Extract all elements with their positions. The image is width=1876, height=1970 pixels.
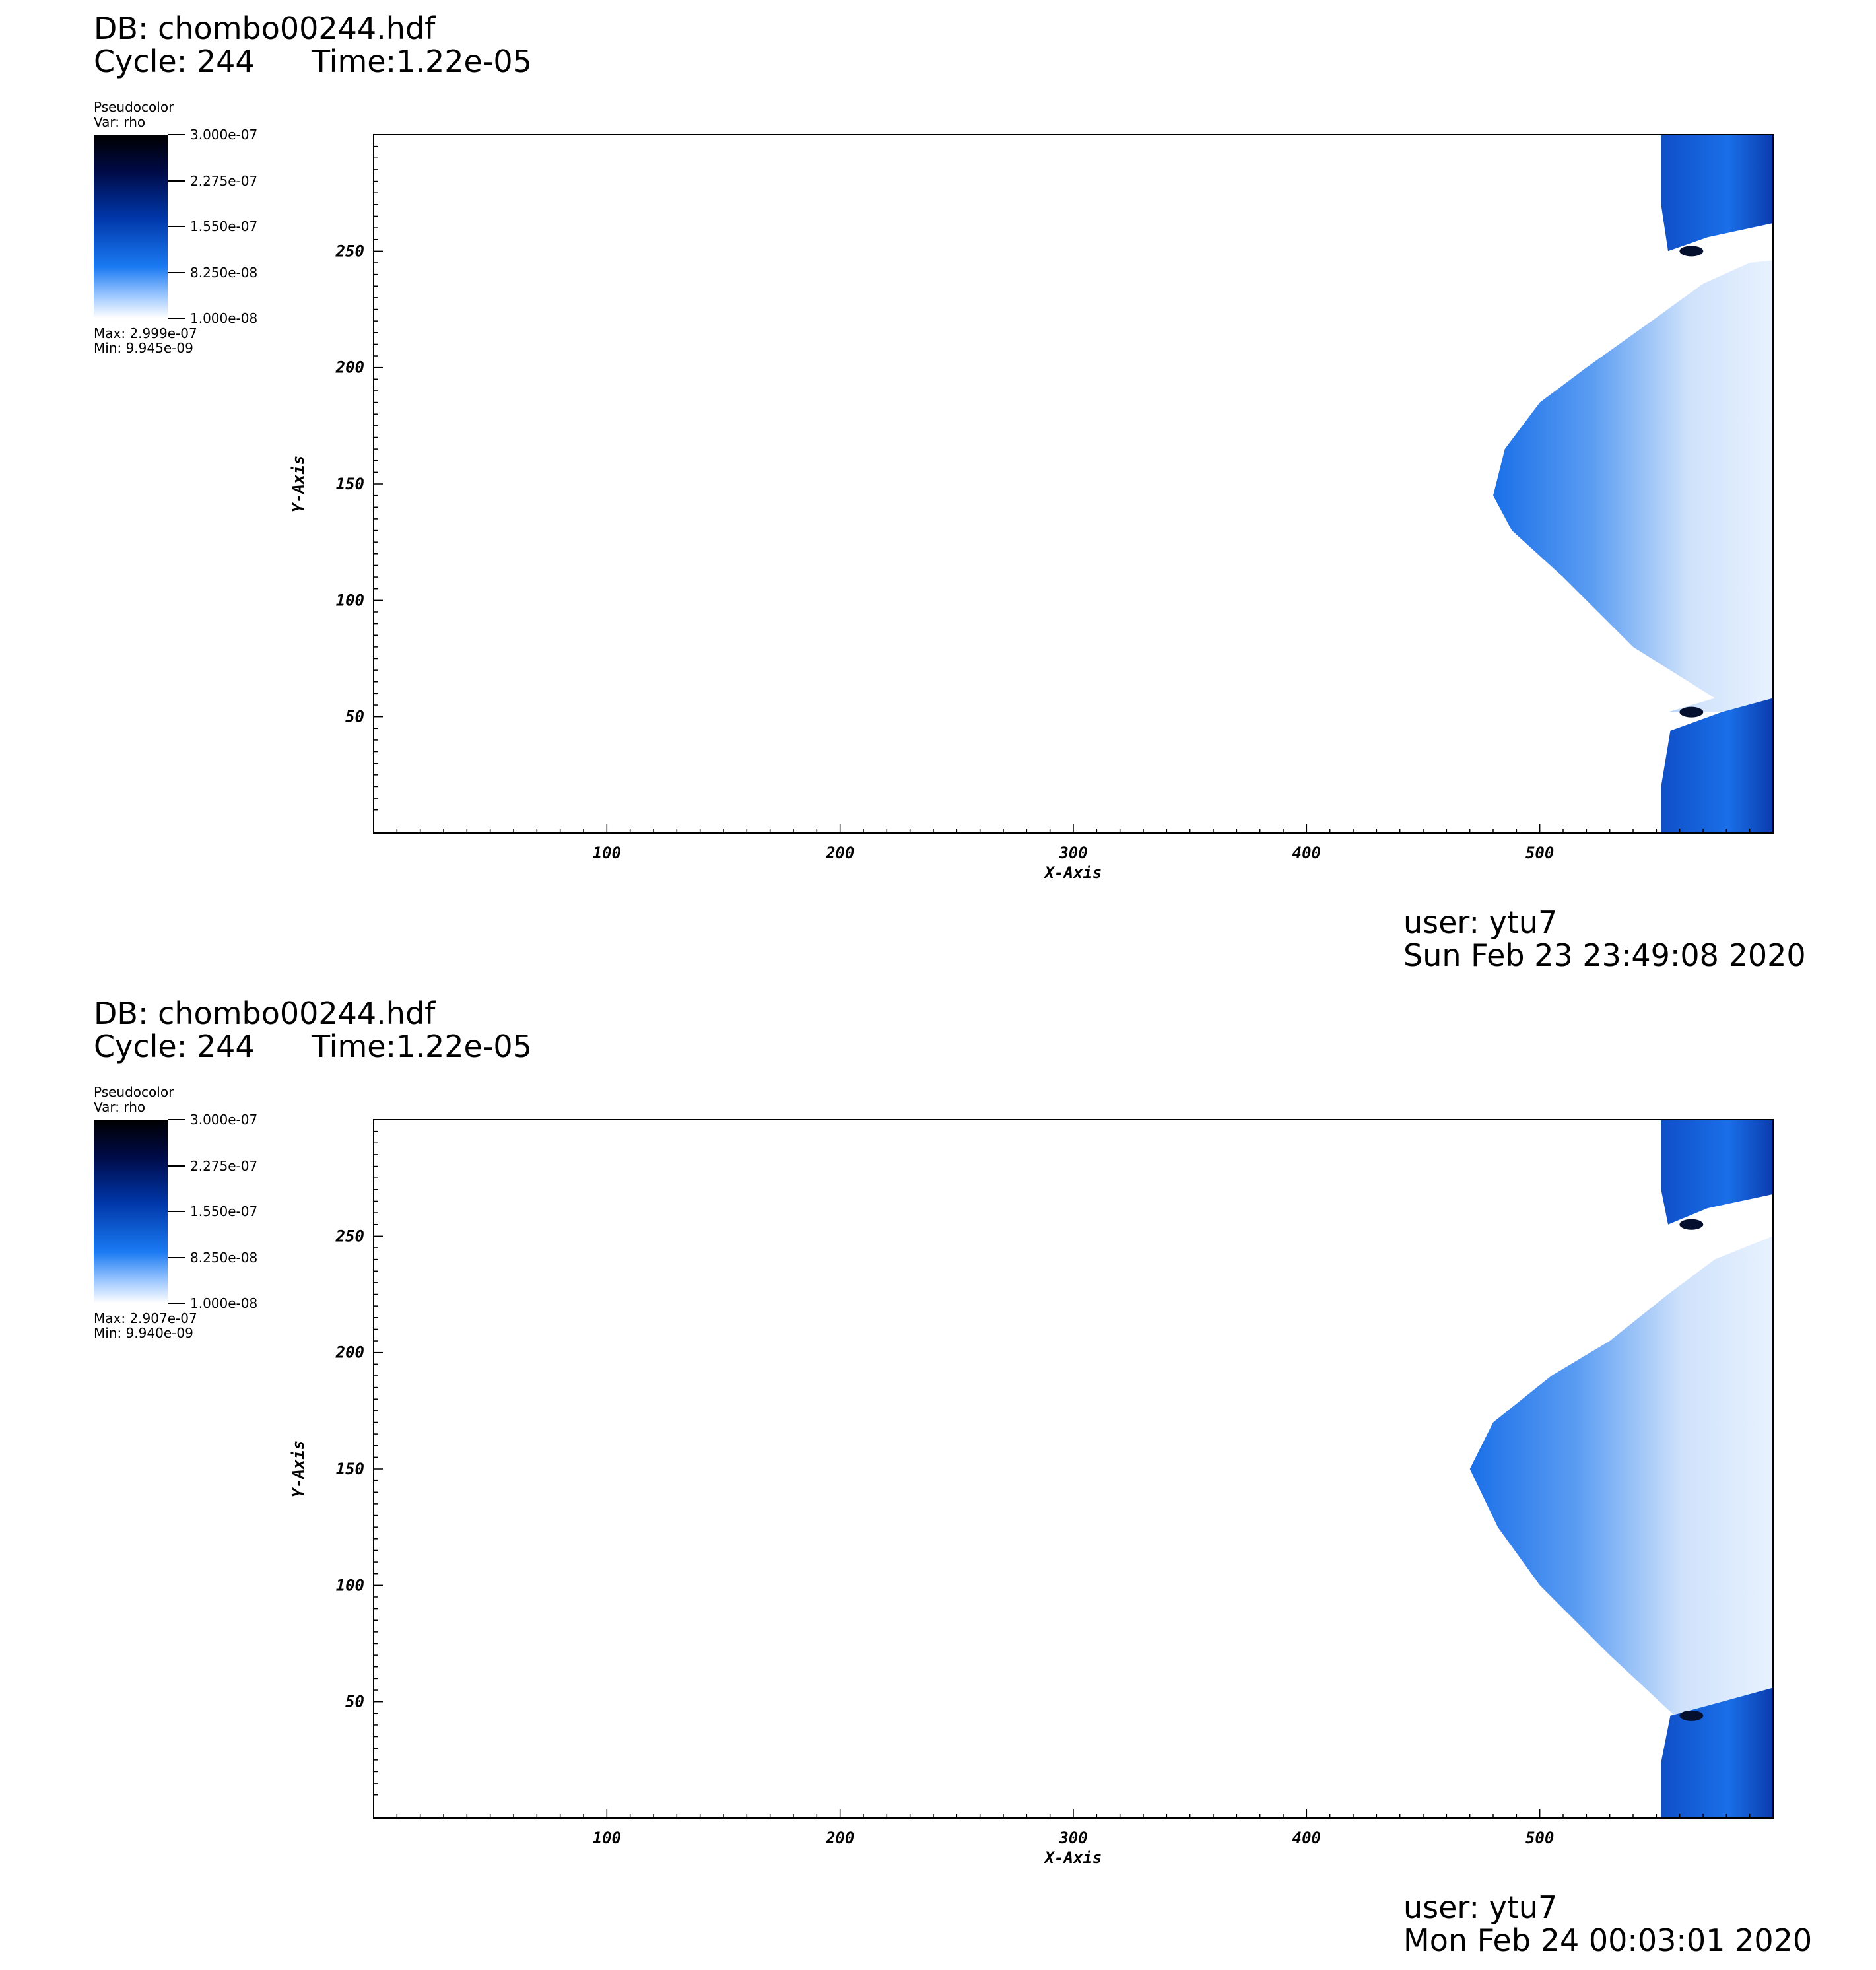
x-axis-label: X-Axis	[1044, 864, 1102, 882]
pseudocolor-plot-1: 100 200 300 400 500 50 100 150 200 250 X-Axis Y-Axi…	[290, 134, 1774, 882]
y-tick-label: 150	[336, 475, 364, 493]
x-tick-label: 200	[825, 1829, 854, 1847]
y-tick-label: 50	[345, 1693, 364, 1711]
y-tick-label: 100	[336, 591, 364, 609]
date-label: Sun Feb 23 23:49:08 2020	[1403, 937, 1806, 973]
x-tick-label: 500	[1525, 1829, 1554, 1847]
cycle-time-line: Cycle: 244 Time:1.22e-05	[94, 44, 532, 79]
y-tick-label: 50	[345, 708, 364, 726]
colorbar	[94, 1120, 168, 1303]
legend-max: Max: 2.999e-07	[94, 325, 197, 341]
x-tick-label: 300	[1058, 844, 1087, 862]
x-tick-label: 400	[1292, 844, 1321, 862]
legend-var: Var: rho	[94, 1099, 146, 1115]
plot-panel-1: DB: chombo00244.hdf Cycle: 244 Time:1.22…	[94, 11, 1806, 973]
x-tick-label: 200	[825, 844, 854, 862]
legend-tick-label: 1.000e-08	[190, 1295, 258, 1311]
density-field-main	[1493, 260, 1773, 712]
legend-tick-mark	[168, 1119, 185, 1120]
legend-tick-mark	[168, 226, 185, 227]
legend-min: Min: 9.940e-09	[94, 1325, 193, 1341]
legend-tick-mark	[168, 1211, 185, 1212]
y-tick-label: 250	[335, 242, 364, 260]
legend-min: Min: 9.945e-09	[94, 340, 193, 356]
x-axis-label: X-Axis	[1044, 1849, 1102, 1867]
legend-tick-label: 3.000e-07	[190, 127, 258, 143]
legend-tick-mark	[168, 271, 185, 273]
x-tick-label: 400	[1292, 1829, 1321, 1847]
y-axis-label: Y-Axis	[290, 456, 308, 513]
legend-tick-mark	[168, 1165, 185, 1167]
dense-filament	[1679, 1710, 1704, 1721]
x-tick-label: 500	[1525, 844, 1554, 862]
legend-tick-label: 2.275e-07	[190, 172, 258, 189]
user-label: user: ytu7	[1403, 904, 1558, 940]
time-label: Time:1.22e-05	[312, 1029, 532, 1064]
legend-tick-label: 8.250e-08	[190, 264, 258, 281]
legend-title: Pseudocolor	[94, 99, 174, 115]
density-field-lower	[1661, 698, 1773, 833]
y-tick-label: 200	[335, 358, 364, 377]
db-title: DB: chombo00244.hdf	[94, 996, 436, 1031]
dense-filament	[1679, 246, 1704, 257]
dense-filament	[1679, 706, 1704, 718]
density-field-upper	[1661, 135, 1773, 252]
legend-var: Var: rho	[94, 114, 146, 130]
legend-tick-mark	[168, 318, 185, 319]
x-tick-label: 300	[1058, 1829, 1087, 1847]
date-label: Mon Feb 24 00:03:01 2020	[1403, 1922, 1813, 1958]
legend-tick-mark	[168, 180, 185, 182]
time-label: Time:1.22e-05	[312, 44, 532, 79]
pseudocolor-plot-2: 100 200 300 400 500 50 100 150 200 250 X-Axis Y-Axi…	[290, 1119, 1774, 1867]
legend-tick-mark	[168, 1256, 185, 1258]
density-field-upper	[1661, 1120, 1773, 1225]
legend-tick-mark	[168, 134, 185, 135]
user-label: user: ytu7	[1403, 1889, 1558, 1925]
legend-tick-label: 8.250e-08	[190, 1249, 258, 1266]
cycle-label: Cycle: 244	[94, 44, 255, 79]
legend-tick-label: 1.550e-07	[190, 1204, 258, 1219]
y-tick-label: 200	[335, 1343, 364, 1362]
density-field-main	[1469, 1236, 1773, 1720]
legend-tick-label: 1.550e-07	[190, 219, 258, 234]
x-tick-label: 100	[593, 844, 621, 862]
legend-title: Pseudocolor	[94, 1084, 174, 1100]
legend-tick-mark	[168, 1303, 185, 1304]
legend-tick-label: 1.000e-08	[190, 310, 258, 326]
legend-tick-label: 3.000e-07	[190, 1112, 258, 1128]
y-tick-label: 100	[336, 1576, 364, 1594]
y-axis-label: Y-Axis	[290, 1441, 308, 1498]
db-title: DB: chombo00244.hdf	[94, 11, 436, 46]
cycle-time-line: Cycle: 244 Time:1.22e-05	[94, 1029, 532, 1064]
y-tick-label: 250	[335, 1227, 364, 1245]
colorbar	[94, 135, 168, 318]
plot-panel-2: DB: chombo00244.hdf Cycle: 244 Time:1.22…	[0, 985, 1876, 1970]
legend-max: Max: 2.907e-07	[94, 1310, 197, 1326]
cycle-label: Cycle: 244	[94, 1029, 255, 1064]
dense-filament	[1679, 1219, 1704, 1230]
y-tick-label: 150	[336, 1460, 364, 1478]
x-tick-label: 100	[593, 1829, 621, 1847]
legend-tick-label: 2.275e-07	[190, 1157, 258, 1174]
